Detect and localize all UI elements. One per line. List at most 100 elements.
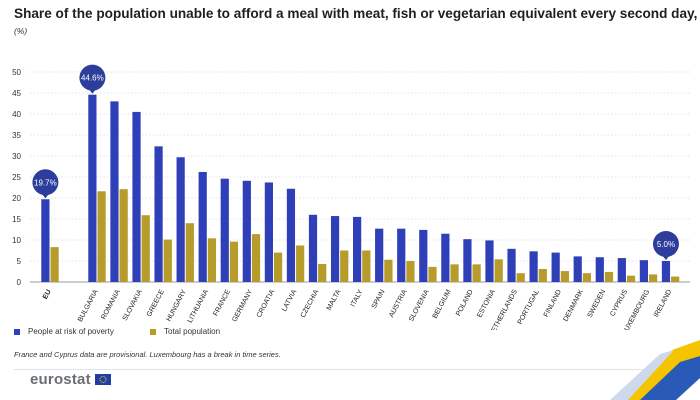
bar-total — [671, 276, 680, 282]
x-tick-label: IRELAND — [653, 289, 673, 319]
bar-total — [428, 266, 437, 282]
bar-poverty — [661, 261, 671, 282]
bar-total — [273, 252, 283, 282]
y-tick-label: 45 — [12, 89, 21, 98]
legend-label-total: Total population — [164, 327, 221, 336]
bar-total — [362, 250, 371, 282]
x-tick-label: AUSTRIA — [388, 288, 409, 318]
bar-poverty — [441, 233, 450, 282]
x-tick-label: GREECE — [146, 288, 166, 318]
x-tick-label: SWEDEN — [587, 289, 608, 319]
eu-flag-icon — [94, 374, 111, 385]
x-tick-label: CYPRUS — [609, 288, 629, 317]
x-tick-label: SLOVENIA — [408, 288, 431, 322]
bar-poverty — [353, 216, 362, 282]
bar-total — [340, 250, 349, 282]
bar-total — [251, 234, 261, 282]
y-tick-label: 5 — [17, 257, 22, 266]
y-tick-label: 35 — [12, 131, 21, 140]
bar-poverty — [264, 182, 273, 282]
bar-total — [626, 275, 636, 282]
x-tick-label: FINLAND — [543, 289, 563, 319]
chart-title: Share of the population unable to afford… — [14, 6, 700, 21]
callout-label: 5.0% — [657, 240, 675, 249]
y-tick-label: 30 — [12, 152, 21, 161]
bar-total — [494, 259, 503, 282]
bar-poverty — [463, 239, 472, 282]
x-tick-label: CROATIA — [256, 288, 277, 319]
bar-total — [229, 241, 239, 282]
x-tick-label: FRANCE — [212, 288, 232, 317]
bar-total — [560, 271, 569, 282]
logo-text: eurostat — [30, 371, 91, 388]
x-tick-label: CZECHIA — [300, 288, 321, 319]
x-tick-label: BULGARIA — [77, 288, 100, 323]
bar-poverty — [419, 229, 428, 282]
bar-poverty — [154, 146, 163, 282]
callout-label: 44.6% — [81, 74, 104, 83]
bar-total — [163, 239, 172, 282]
bar-poverty — [507, 248, 516, 282]
bar-total — [406, 261, 415, 282]
x-tick-label: HUNGARY — [165, 288, 188, 322]
legend-item-poverty: People at risk of poverty — [14, 327, 114, 336]
y-tick-label: 0 — [17, 278, 22, 287]
callout-badge — [652, 231, 679, 257]
bar-total — [119, 189, 128, 282]
bar-total — [604, 271, 614, 282]
x-tick-label: ESTONIA — [476, 288, 497, 319]
bar-poverty — [617, 258, 626, 282]
bar-poverty — [595, 257, 604, 282]
bar-poverty — [110, 101, 119, 283]
bar-total — [582, 273, 592, 282]
corner-decoration — [610, 340, 700, 400]
chart-unit: (%) — [14, 26, 28, 36]
x-tick-label: MALTA — [326, 288, 343, 311]
bar-poverty — [132, 111, 141, 283]
bar-poverty — [198, 171, 207, 282]
bar-poverty — [375, 228, 384, 282]
x-tick-label: DENMARK — [562, 288, 585, 322]
bar-poverty — [308, 214, 318, 282]
bar-total — [296, 245, 305, 282]
y-tick-label: 50 — [12, 68, 21, 77]
x-tick-label: POLAND — [455, 289, 475, 318]
bar-poverty — [397, 228, 406, 282]
x-tick-label: ROMANIA — [100, 288, 122, 320]
bar-poverty — [551, 252, 560, 282]
footnote: France and Cyprus data are provisional. … — [14, 350, 281, 359]
bar-poverty — [242, 180, 251, 282]
bar-total — [649, 274, 658, 282]
x-tick-label: SLOVAKIA — [122, 288, 144, 322]
bar-poverty — [220, 178, 229, 282]
bar-total — [516, 273, 525, 282]
bar-poverty — [176, 157, 185, 282]
x-tick-label: LATVIA — [281, 288, 298, 312]
bar-poverty — [639, 260, 648, 282]
x-tick-label: BELGIUM — [432, 289, 453, 320]
y-tick-label: 40 — [12, 110, 21, 119]
bar-poverty — [286, 188, 296, 282]
eurostat-logo: eurostat — [30, 371, 111, 388]
bar-total — [384, 259, 393, 282]
bar-total — [185, 223, 194, 282]
bar-total — [450, 264, 459, 282]
callout-label: 19.7% — [34, 178, 57, 187]
bar-total — [50, 247, 59, 282]
bar-poverty — [330, 216, 340, 282]
y-tick-label: 10 — [12, 236, 21, 245]
bar-total — [318, 263, 327, 282]
bar-poverty — [573, 256, 582, 282]
legend-item-total: Total population — [150, 327, 220, 336]
callout-badge — [32, 169, 59, 196]
callout-badge — [79, 64, 106, 91]
legend-swatch-poverty — [14, 328, 20, 335]
bar-poverty — [88, 94, 97, 283]
x-tick-label: ITALY — [350, 288, 365, 308]
bar-poverty — [41, 199, 50, 282]
x-tick-label: LITHUANIA — [187, 288, 211, 324]
y-tick-label: 15 — [12, 215, 21, 224]
x-tick-label: EU — [42, 289, 53, 301]
x-tick-label: PORTUGAL — [517, 289, 541, 326]
